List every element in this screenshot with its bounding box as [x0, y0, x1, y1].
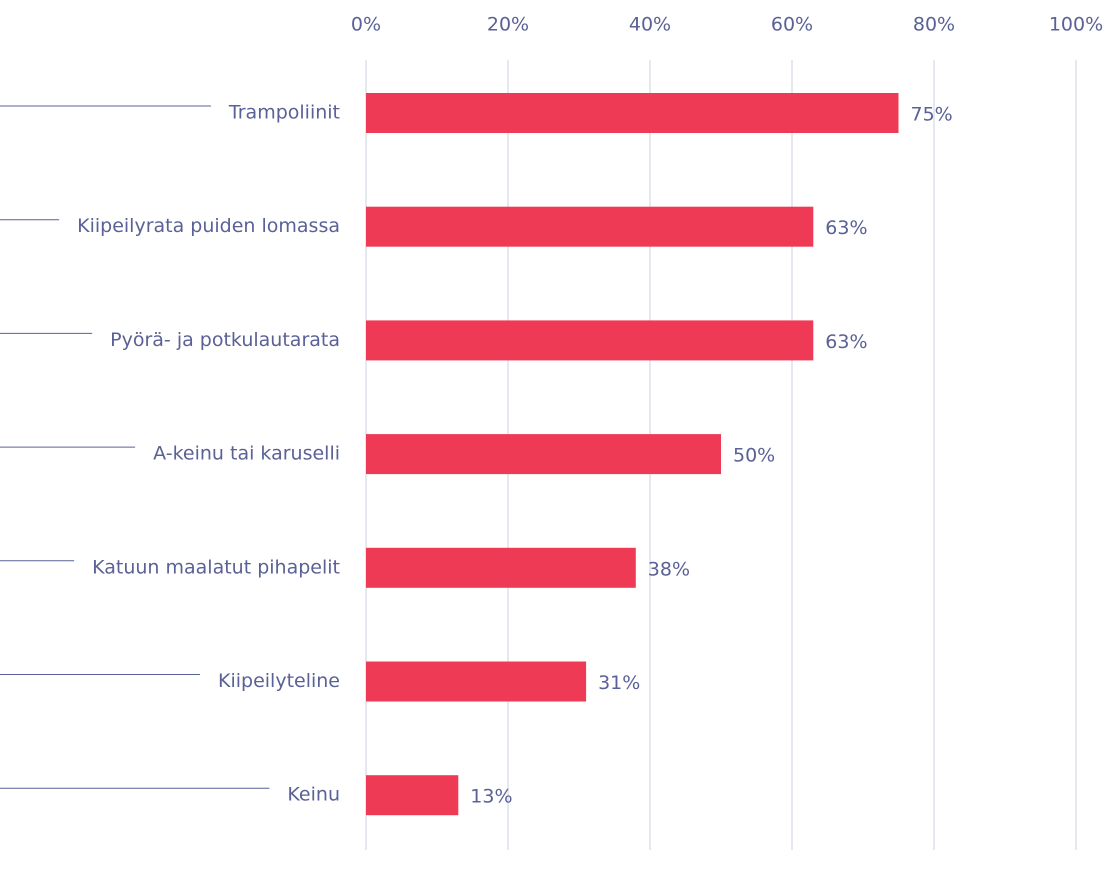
value-label: 50% [733, 445, 775, 467]
value-label: 63% [825, 331, 867, 353]
y-tick-label: Trampoliinit [228, 102, 340, 124]
y-tick-label: Katuun maalatut pihapelit [92, 556, 340, 578]
x-tick-label: 80% [913, 14, 955, 36]
bar [366, 547, 636, 588]
y-tick-label: Kiipeilyrata puiden lomassa [77, 215, 340, 237]
x-tick-label: 0% [351, 14, 381, 36]
y-tick-label: Pyörä- ja potkulautarata [110, 329, 340, 351]
bar [366, 206, 814, 247]
value-label: 31% [598, 672, 640, 694]
y-tick-label: A-keinu tai karuselli [153, 443, 340, 465]
bar [366, 775, 459, 816]
value-label: 38% [648, 558, 690, 580]
bar [366, 93, 899, 133]
bar [366, 320, 814, 361]
value-label: 13% [470, 786, 512, 808]
x-tick-label: 100% [1049, 14, 1103, 36]
value-label: 63% [825, 217, 867, 239]
x-tick-label: 60% [771, 14, 813, 36]
bar [366, 661, 587, 702]
x-tick-label: 40% [629, 14, 671, 36]
y-tick-label: Kiipeilyteline [218, 670, 340, 692]
value-label: 75% [911, 104, 953, 126]
y-tick-label: Keinu [287, 784, 340, 806]
x-tick-label: 20% [487, 14, 529, 36]
bar [366, 434, 721, 475]
